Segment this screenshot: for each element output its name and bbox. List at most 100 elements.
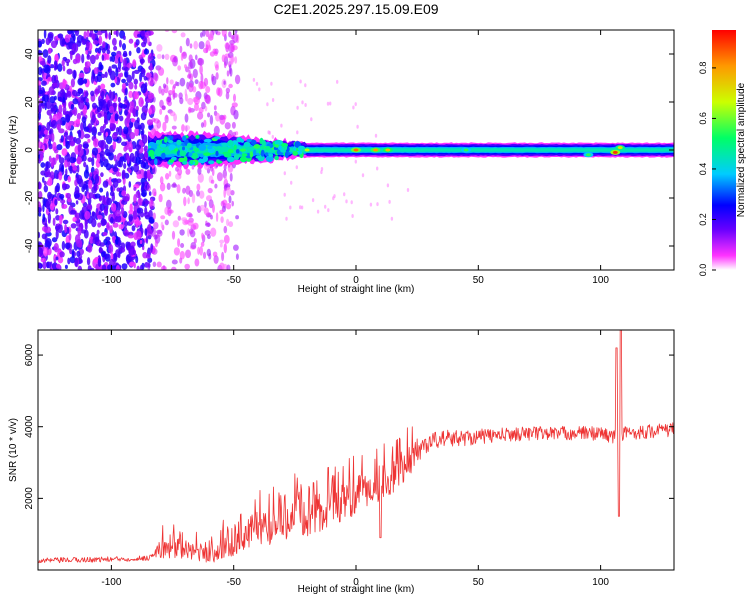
noise-speckle: [304, 103, 307, 107]
noise-speckle: [161, 88, 165, 96]
noise-speckle: [310, 117, 313, 122]
noise-speckle: [213, 255, 219, 264]
noise-speckle: [140, 112, 147, 121]
signal-blob: [221, 142, 229, 147]
noise-speckle: [167, 206, 172, 217]
noise-speckle: [56, 172, 60, 180]
noise-speckle: [104, 148, 111, 156]
spectrogram-signal-band: [147, 130, 674, 170]
noise-speckle: [199, 190, 205, 199]
noise-speckle: [177, 65, 182, 71]
noise-speckle: [228, 195, 232, 204]
noise-speckle: [128, 81, 134, 90]
noise-speckle: [110, 185, 113, 193]
noise-speckle: [86, 54, 91, 60]
noise-speckle: [151, 248, 158, 255]
noise-speckle: [120, 55, 123, 63]
noise-speckle: [147, 76, 154, 87]
signal-blob: [235, 149, 240, 154]
noise-speckle: [180, 32, 186, 38]
noise-speckle: [91, 218, 97, 228]
noise-speckle: [131, 70, 135, 80]
noise-speckle: [84, 219, 88, 227]
noise-speckle: [88, 179, 93, 190]
noise-speckle: [140, 83, 148, 94]
noise-speckle: [101, 90, 105, 100]
noise-speckle: [84, 61, 91, 68]
noise-speckle: [199, 204, 206, 211]
noise-speckle: [72, 165, 77, 171]
noise-speckle: [98, 246, 103, 254]
noise-speckle: [43, 185, 48, 193]
noise-speckle: [158, 85, 162, 94]
noise-speckle: [117, 250, 121, 259]
noise-speckle: [113, 154, 117, 162]
noise-speckle: [66, 68, 73, 75]
noise-speckle: [131, 225, 136, 232]
noise-speckle: [316, 209, 320, 214]
noise-speckle: [99, 64, 104, 71]
noise-speckle: [62, 219, 69, 225]
noise-speckle: [406, 188, 410, 192]
noise-speckle: [110, 203, 117, 212]
noise-speckle: [83, 31, 87, 40]
noise-speckle: [78, 178, 84, 188]
noise-speckle: [43, 64, 50, 74]
noise-speckle: [91, 126, 97, 136]
noise-speckle: [50, 157, 54, 168]
noise-speckle: [210, 227, 217, 237]
noise-speckle: [63, 131, 68, 138]
noise-speckle: [41, 80, 47, 86]
noise-speckle: [59, 251, 65, 258]
noise-speckle: [136, 47, 141, 54]
noise-speckle: [171, 183, 178, 188]
noise-speckle: [118, 224, 124, 230]
noise-speckle: [56, 144, 63, 151]
noise-speckle: [56, 123, 61, 130]
signal-blob: [261, 139, 266, 147]
noise-speckle: [139, 264, 144, 270]
noise-speckle: [89, 267, 95, 270]
noise-speckle: [160, 215, 166, 220]
noise-speckle: [77, 265, 82, 270]
noise-speckle: [130, 241, 136, 248]
noise-speckle: [43, 247, 48, 257]
noise-speckle: [93, 138, 99, 148]
signal-blob: [155, 139, 161, 145]
noise-speckle: [38, 89, 43, 95]
noise-speckle: [45, 37, 51, 46]
noise-speckle: [194, 102, 199, 112]
noise-speckle: [231, 102, 238, 108]
noise-speckle: [128, 50, 132, 56]
noise-speckle: [101, 156, 106, 162]
y-tick-label: 0: [24, 147, 35, 153]
noise-speckle: [89, 236, 94, 244]
noise-speckle: [108, 244, 114, 254]
noise-speckle: [226, 70, 230, 77]
noise-speckle: [168, 170, 172, 177]
signal-blob: [179, 150, 187, 157]
noise-speckle: [66, 192, 71, 199]
noise-speckle: [111, 236, 117, 241]
noise-speckle: [42, 260, 47, 270]
noise-speckle: [108, 105, 115, 114]
noise-speckle: [121, 263, 128, 270]
noise-speckle: [55, 208, 59, 215]
noise-speckle: [71, 109, 76, 115]
noise-speckle: [171, 230, 176, 240]
noise-speckle: [135, 230, 142, 240]
noise-speckle: [97, 71, 103, 77]
noise-speckle: [123, 35, 126, 40]
noise-speckle: [233, 244, 239, 251]
signal-blob: [188, 152, 193, 157]
noise-speckle: [63, 173, 68, 182]
noise-speckle: [179, 229, 185, 236]
noise-speckle: [101, 251, 106, 258]
noise-speckle: [207, 112, 211, 118]
noise-speckle: [42, 144, 45, 153]
noise-speckle: [204, 201, 207, 208]
noise-speckle: [100, 83, 106, 90]
noise-speckle: [172, 92, 178, 98]
noise-speckle: [57, 256, 64, 264]
